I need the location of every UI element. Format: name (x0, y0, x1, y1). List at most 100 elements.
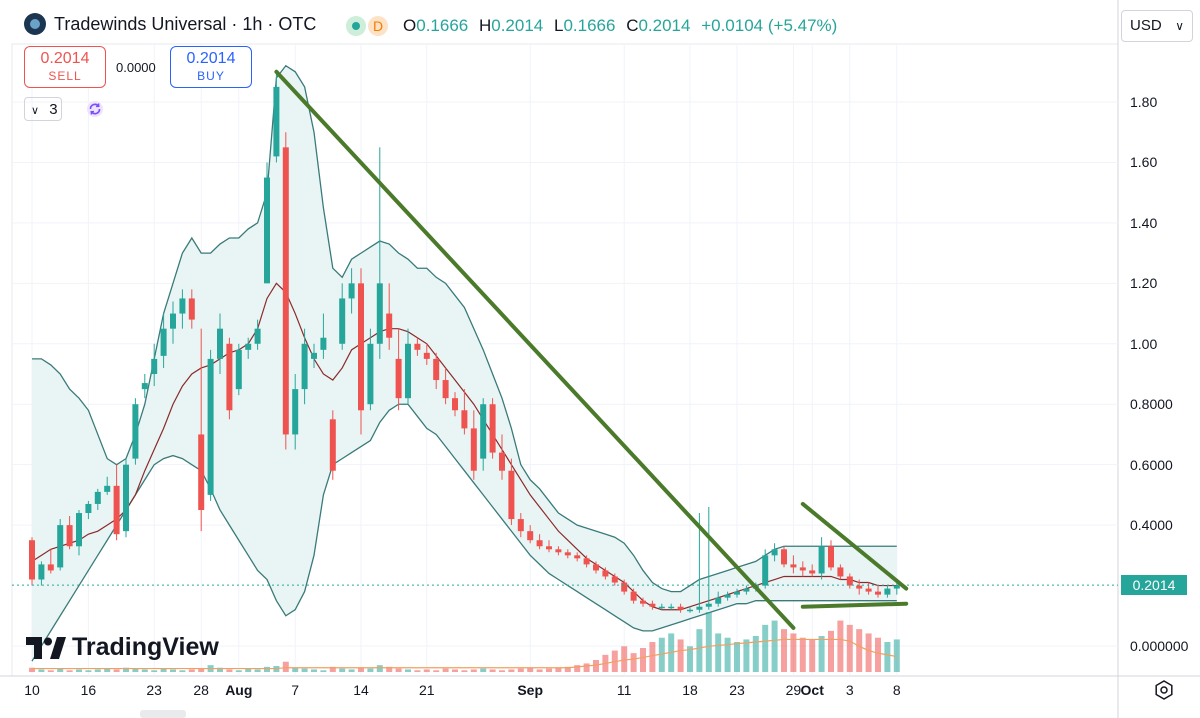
delayed-data-badge[interactable]: D (368, 16, 388, 36)
last-price-tag: 0.2014 (1121, 575, 1187, 596)
volume-bar (188, 669, 195, 672)
volume-bar (226, 669, 233, 672)
volume-ma-line (32, 638, 897, 670)
volume-bar (705, 612, 712, 672)
candle-body (339, 298, 346, 344)
y-tick-label: 0.6000 (1130, 456, 1173, 473)
candle-body (442, 380, 449, 399)
x-tick-label: 28 (193, 682, 209, 698)
candle-body (273, 86, 280, 157)
candle-body (94, 491, 101, 504)
volume-bar (160, 668, 167, 672)
y-tick-label: 0.000000 (1130, 638, 1189, 654)
candle-body (461, 410, 468, 429)
low-value: 0.1666 (563, 16, 616, 35)
bollinger-lower-line (31, 403, 897, 662)
volume-bar (715, 633, 722, 672)
candle-body (245, 343, 252, 350)
close-value: 0.2014 (638, 16, 691, 35)
market-status-icon[interactable] (346, 16, 366, 36)
volume-bar (217, 667, 223, 672)
volume-bar (358, 667, 364, 672)
volume-bar (508, 669, 515, 672)
candle-body (113, 485, 120, 535)
volume-bar (339, 668, 346, 672)
symbol-title[interactable]: Tradewinds Universal · 1h · OTC (54, 14, 317, 34)
volume-bar (875, 637, 881, 672)
sell-button[interactable]: 0.2014 SELL (24, 46, 106, 88)
trendline (800, 501, 909, 591)
candle-body (564, 552, 571, 556)
volume-bar (38, 669, 45, 672)
volume-bar (264, 666, 270, 672)
low-key: L (553, 16, 564, 35)
candle-body (395, 358, 402, 399)
x-tick-label: 29 (785, 682, 802, 698)
symbol-logo-icon[interactable] (24, 13, 46, 35)
time-scrollbar[interactable] (140, 710, 186, 718)
volume-bar (630, 653, 637, 672)
volume-bar (649, 642, 656, 672)
candle-body (555, 549, 562, 553)
refresh-icon[interactable] (86, 100, 104, 118)
volume-bar (66, 670, 73, 672)
candle-body (799, 567, 806, 571)
volume-bar (442, 668, 449, 672)
indicator-count: 3 (49, 101, 58, 118)
candle-body (837, 567, 844, 577)
volume-bar (414, 670, 421, 672)
trendline (800, 601, 909, 609)
candle-body (311, 352, 317, 359)
currency-select[interactable]: USD ∨ (1121, 10, 1193, 42)
y-tick-label: 0.4000 (1130, 517, 1173, 534)
candle-body (818, 546, 825, 574)
volume-bar (245, 668, 252, 672)
candle-body (433, 358, 440, 381)
volume-bar (696, 629, 703, 672)
candle-body (179, 298, 186, 314)
volume-bar (433, 670, 440, 672)
volume-bar (235, 670, 242, 672)
candle-body (470, 428, 477, 471)
x-tick-label: 16 (80, 682, 97, 698)
volume-bar (170, 669, 176, 672)
volume-bar (348, 669, 355, 672)
candle-body (724, 594, 731, 598)
volume-bar (320, 670, 327, 672)
candle-body (602, 570, 609, 577)
volume-bar (640, 648, 646, 672)
bollinger-fill (32, 65, 897, 662)
candle-body (705, 603, 712, 607)
candle-body (875, 591, 881, 595)
settings-icon[interactable] (1154, 680, 1174, 700)
volume-bar (76, 669, 82, 672)
candle-body (405, 343, 411, 399)
x-tick-label: 23 (146, 682, 162, 698)
candle-body (132, 404, 139, 459)
volume-bar (517, 668, 524, 672)
volume-bar (771, 620, 778, 672)
volume-bar (282, 661, 289, 672)
y-tick-label: 1.40 (1130, 214, 1158, 231)
x-tick-label: 8 (892, 682, 901, 698)
candle-body (846, 576, 853, 586)
candle-body (320, 337, 327, 350)
candle-body (771, 549, 778, 556)
candle-body (809, 570, 816, 574)
volume-bar (132, 668, 139, 672)
indicators-collapse-button[interactable]: ∨ 3 (24, 97, 62, 121)
candle-body (282, 147, 289, 435)
candle-body (630, 591, 637, 601)
volume-bar (865, 633, 872, 672)
volume-bar (846, 624, 853, 672)
volume-bar (536, 669, 543, 672)
candle-body (57, 525, 64, 568)
y-tick-label: 1.00 (1130, 335, 1158, 352)
candle-body (743, 588, 750, 592)
candle-body (527, 531, 534, 541)
buy-button[interactable]: 0.2014 BUY (170, 46, 252, 88)
candle-body (235, 349, 242, 390)
volume-bar (85, 670, 92, 672)
sell-price: 0.2014 (40, 50, 90, 67)
